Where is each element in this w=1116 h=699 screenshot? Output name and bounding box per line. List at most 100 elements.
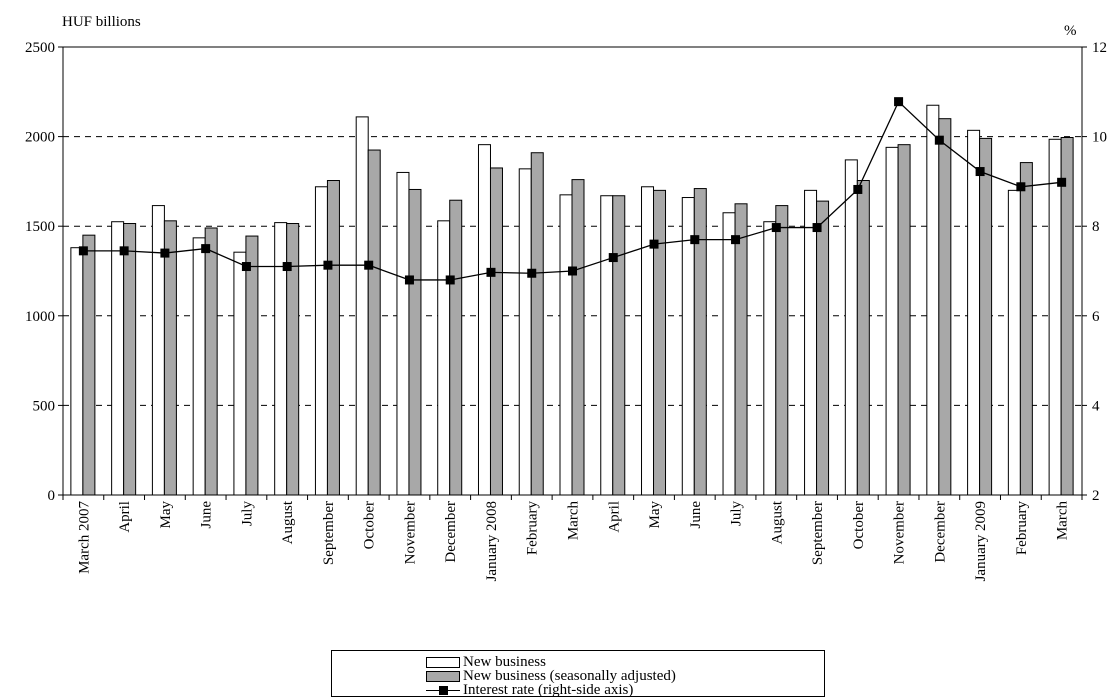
- interest-rate-marker: [771, 223, 781, 233]
- interest-rate-marker: [934, 135, 944, 145]
- bar-seasonally-adjusted: [489, 167, 503, 496]
- bar-new-business: [477, 144, 491, 496]
- bar-seasonally-adjusted: [408, 188, 422, 496]
- bar-new-business: [844, 159, 858, 496]
- bar-new-business: [314, 186, 328, 496]
- right-tick-label: 6: [1092, 309, 1100, 325]
- bar-seasonally-adjusted: [612, 195, 626, 496]
- legend-item-new-business: New business: [426, 655, 546, 670]
- chart: HUF billions % 0 500 1000 1500 2000 2500 2 4 6 8…: [25, 14, 1107, 581]
- x-tick-label: October: [362, 501, 378, 549]
- bar-seasonally-adjusted: [1060, 136, 1074, 496]
- bar-seasonally-adjusted: [571, 179, 585, 496]
- x-tick-label: June: [199, 501, 215, 529]
- interest-rate-marker: [282, 262, 292, 272]
- x-tick-label: January 2009: [973, 501, 989, 581]
- interest-rate-marker: [527, 268, 537, 278]
- left-axis-label: HUF billions: [62, 14, 141, 30]
- interest-rate-marker: [119, 246, 129, 256]
- interest-rate-marker: [201, 244, 211, 254]
- interest-rate-marker: [404, 275, 414, 285]
- bar-seasonally-adjusted: [326, 180, 340, 496]
- bar-seasonally-adjusted: [734, 203, 748, 496]
- interest-rate-marker: [812, 223, 822, 233]
- bar-new-business: [355, 116, 369, 496]
- bar-new-business: [1048, 138, 1062, 496]
- x-tick-label: January 2008: [484, 501, 500, 581]
- interest-rate-marker: [853, 184, 863, 194]
- left-tick-label: 500: [33, 398, 56, 414]
- interest-rate-marker: [649, 239, 659, 249]
- bar-seasonally-adjusted: [897, 144, 911, 496]
- x-tick-label: July: [729, 501, 745, 527]
- bar-seasonally-adjusted: [693, 188, 707, 496]
- legend-swatch-interest-rate: [426, 685, 460, 696]
- bar-seasonally-adjusted: [123, 223, 137, 496]
- bar-new-business: [192, 237, 206, 496]
- legend: New business New business (seasonally ad…: [331, 650, 825, 698]
- x-tick-label: April: [606, 501, 622, 533]
- left-tick-label: 1000: [25, 309, 55, 325]
- interest-rate-marker: [1057, 177, 1067, 187]
- interest-rate-marker: [364, 260, 374, 270]
- left-tick-label: 2000: [25, 130, 55, 146]
- bar-new-business: [233, 251, 247, 496]
- right-tick-label: 4: [1092, 398, 1100, 414]
- bar-new-business: [70, 247, 84, 496]
- right-tick-label: 12: [1092, 40, 1107, 56]
- bar-new-business: [1007, 189, 1021, 496]
- left-tick-label: 0: [48, 488, 56, 504]
- legend-label-new-business: New business: [463, 654, 546, 670]
- interest-rate-marker: [78, 246, 88, 256]
- x-tick-label: February: [1014, 501, 1030, 556]
- bar-seasonally-adjusted: [979, 137, 993, 496]
- interest-rate-marker: [323, 260, 333, 270]
- bar-seasonally-adjusted: [245, 235, 259, 496]
- legend-item-interest-rate: Interest rate (right-side axis): [426, 683, 633, 698]
- bar-new-business: [967, 129, 981, 496]
- interest-rate-marker: [975, 167, 985, 177]
- x-tick-label: October: [851, 501, 867, 549]
- right-tick-label: 10: [1092, 130, 1107, 146]
- interest-rate-marker: [731, 235, 741, 245]
- axes: [62, 46, 1083, 500]
- right-y-ticks: 2 4 6 8 10 12: [1082, 40, 1107, 504]
- right-tick-label: 8: [1092, 219, 1100, 235]
- bar-new-business: [804, 189, 818, 496]
- interest-rate-marker: [608, 253, 618, 263]
- bar-seasonally-adjusted: [82, 234, 96, 496]
- bar-seasonally-adjusted: [938, 118, 952, 496]
- right-axis-label: %: [1064, 23, 1077, 39]
- interest-rate-marker: [568, 266, 577, 276]
- x-tick-label: December: [932, 501, 948, 563]
- interest-rate-marker: [160, 248, 170, 258]
- bar-seasonally-adjusted: [163, 220, 177, 496]
- interest-rate-marker: [690, 235, 700, 245]
- bar-new-business: [437, 220, 451, 496]
- bars: [70, 104, 1074, 496]
- bar-seasonally-adjusted: [856, 180, 870, 496]
- bar-new-business: [518, 168, 532, 496]
- x-tick-label: March: [566, 501, 582, 541]
- x-tick-label: June: [688, 501, 704, 529]
- x-tick-label: May: [158, 501, 174, 529]
- interest-rate-marker: [486, 267, 496, 277]
- x-tick-label: September: [321, 501, 337, 565]
- bar-seasonally-adjusted: [449, 199, 463, 496]
- bar-new-business: [559, 194, 573, 496]
- x-tick-label: August: [280, 500, 296, 544]
- interest-rate-line: [78, 97, 1067, 285]
- x-tick-label: May: [647, 501, 663, 529]
- right-tick-label: 2: [1092, 488, 1100, 504]
- legend-label-seasonally-adjusted: New business (seasonally adjusted): [463, 668, 676, 684]
- bar-new-business: [763, 221, 777, 496]
- legend-label-interest-rate: Interest rate (right-side axis): [463, 682, 634, 698]
- bar-seasonally-adjusted: [530, 152, 544, 496]
- interest-rate-marker: [445, 275, 455, 285]
- x-tick-label: December: [443, 501, 459, 563]
- x-tick-label: March 2007: [76, 501, 92, 574]
- x-tick-label: March: [1055, 501, 1071, 541]
- bar-new-business: [641, 186, 655, 496]
- bar-new-business: [396, 171, 410, 496]
- bar-seasonally-adjusted: [653, 189, 667, 496]
